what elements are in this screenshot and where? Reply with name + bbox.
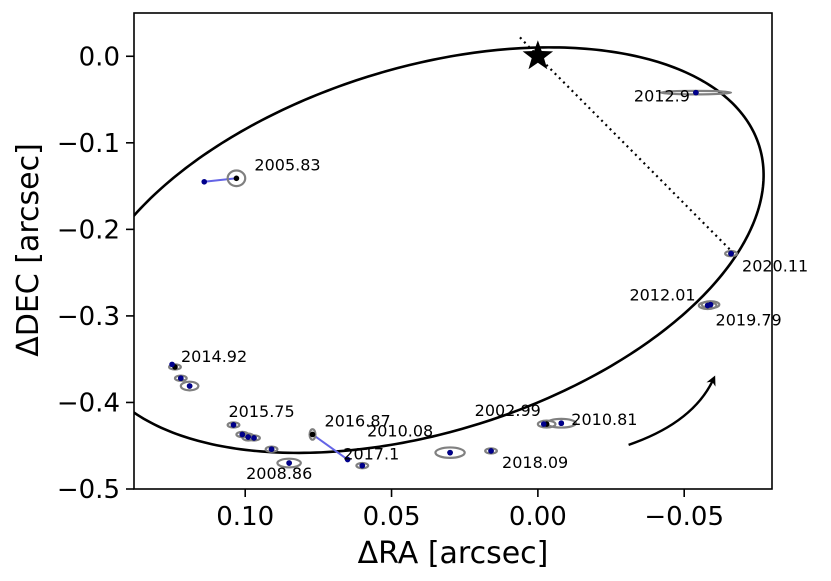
epoch-label-2020.11: 2020.11	[742, 257, 808, 276]
model-point-2010.81	[558, 420, 565, 427]
error-ellipse-2005.83	[226, 169, 247, 188]
plot-area	[134, 33, 765, 470]
model-point-2017.1	[359, 462, 366, 469]
model-point-2016.87	[344, 456, 351, 463]
y-tick-label: −0.1	[57, 129, 120, 159]
model-point-2005.83	[201, 178, 208, 185]
error-ellipse-2010.08	[434, 446, 466, 459]
epoch-label-2018.09: 2018.09	[502, 453, 568, 472]
model-point-2002.99	[540, 421, 547, 427]
axes: 0.10 0.05 0.00 −0.05 0.0 −0.1 −0.2 −0.3 −0.4 −0.5	[57, 42, 724, 532]
model-point-2008.86	[286, 460, 292, 466]
error-ellipse-2019.79	[700, 300, 721, 310]
x-axis-label: ΔRA [arcsec]	[358, 536, 549, 571]
y-tick-label: −0.5	[57, 475, 120, 505]
model-point-2015.4	[186, 383, 193, 389]
epoch-label-2010.08: 2010.08	[367, 422, 433, 441]
x-tick-label: 0.00	[509, 502, 567, 532]
epoch-label-2019.79: 2019.79	[716, 311, 782, 330]
model-point-2012.9	[693, 89, 699, 96]
model-point-2014.92	[169, 361, 175, 368]
epoch-label-2014.92: 2014.92	[181, 347, 247, 366]
residual-line-2016.87	[311, 433, 349, 461]
observed-point-2016.87	[309, 431, 316, 438]
x-tick-label: 0.05	[363, 502, 421, 532]
motion-direction-arrow	[628, 375, 716, 446]
model-point-2016.2	[245, 434, 251, 440]
model-point-2016.0	[239, 431, 246, 438]
primary-star-icon	[522, 40, 554, 70]
error-ellipse-2016.87	[308, 428, 317, 441]
model-point-2010.08	[447, 449, 453, 456]
epoch-label-2017.1: 2017.1	[343, 445, 399, 464]
plot-frame	[133, 12, 773, 490]
orbit-ellipse	[134, 46, 765, 455]
model-point-2015.2	[178, 375, 184, 382]
epoch-label-2012.9: 2012.9	[634, 87, 690, 106]
periastron-dotted-line	[537, 55, 735, 255]
model-point-2015.75	[230, 422, 237, 428]
epoch-label-2015.75: 2015.75	[229, 402, 295, 421]
y-tick-label: −0.4	[57, 388, 120, 418]
error-ellipse-2002.99	[536, 419, 557, 429]
observed-point-2005.83	[233, 175, 240, 182]
model-point-2018.09	[488, 448, 494, 454]
error-ellipse-2008.86	[276, 457, 302, 469]
model-point-2016.6	[268, 446, 275, 452]
model-point-2016.4	[251, 435, 257, 441]
y-axis-label: ΔDEC [arcsec]	[11, 143, 46, 357]
epoch-label-2002.99: 2002.99	[475, 401, 541, 420]
y-tick-label: −0.2	[57, 215, 120, 245]
epoch-label-2012.01: 2012.01	[629, 286, 695, 305]
model-point-2020.11	[728, 250, 734, 257]
epoch-label-2008.86: 2008.86	[246, 464, 312, 483]
node-dotted-line	[516, 33, 539, 58]
residual-line-2005.83	[204, 177, 237, 183]
x-tick-label: 0.10	[216, 502, 274, 532]
error-ellipse-2015.4	[179, 380, 200, 392]
y-tick-label: −0.3	[57, 302, 120, 332]
y-tick-label: 0.0	[79, 42, 120, 72]
x-tick-label: −0.05	[644, 502, 724, 532]
epoch-label-2016.87: 2016.87	[325, 411, 391, 430]
model-point-2019.79	[707, 301, 714, 308]
epoch-label-2010.81: 2010.81	[571, 410, 637, 429]
epoch-label-2005.83: 2005.83	[254, 155, 320, 174]
